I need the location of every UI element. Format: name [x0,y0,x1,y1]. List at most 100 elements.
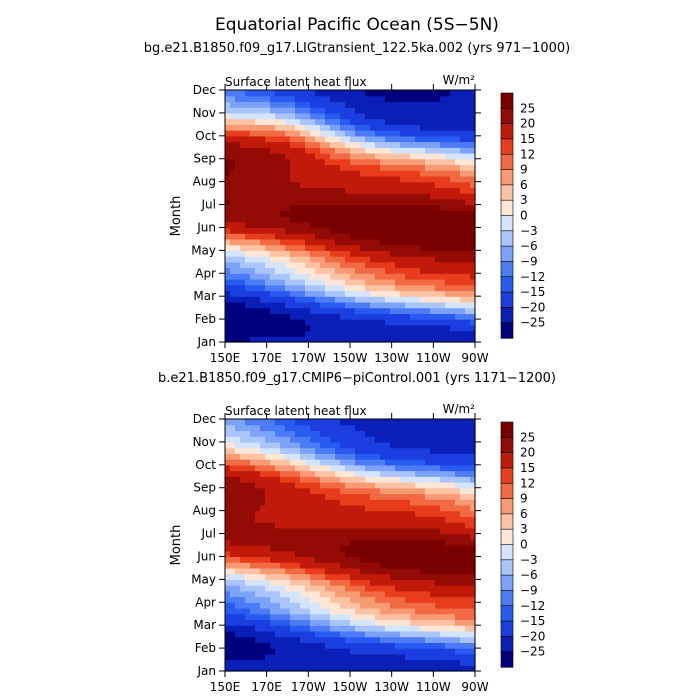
heatmap-cell [430,107,436,114]
heatmap-cell [405,330,411,337]
heatmap-cell [275,124,281,131]
heatmap-cell [410,175,416,183]
heatmap-cell [425,261,431,269]
heatmap-cell [300,216,306,223]
heatmap-cell [425,153,431,160]
heatmap-cell [320,522,326,529]
heatmap-cell [230,296,236,303]
heatmap-cell [310,476,316,483]
heatmap-cell [455,510,461,517]
heatmap-cell [230,613,236,621]
heatmap-cell [380,504,386,512]
heatmap-cell [300,107,306,114]
heatmap-cell [450,261,456,269]
heatmap-cell [355,510,361,517]
heatmap-cell [405,124,411,131]
heatmap-cell [265,261,271,269]
heatmap-cell [345,665,351,672]
heatmap-cell [300,424,306,432]
heatmap-cell [370,504,376,512]
heatmap-cell [240,539,246,546]
heatmap-cell [425,170,431,177]
heatmap-cell [280,130,286,137]
heatmap-cell [260,244,266,251]
heatmap-cell [230,244,236,251]
heatmap-cell [340,204,346,211]
heatmap-cell [310,238,316,246]
colorbar-swatch [500,276,514,293]
heatmap-cell [325,307,331,314]
heatmap-cell [360,424,366,432]
heatmap-cell [400,516,406,523]
heatmap-cell [415,319,421,326]
heatmap-cell [230,533,236,540]
heatmap-cell [240,301,246,309]
heatmap-cell [435,648,441,655]
heatmap-cell [390,499,396,506]
heatmap-cell [375,124,381,131]
heatmap-cell [260,522,266,529]
panel-1: bg.e21.B1850.f09_g17.LIGtransient_122.5k… [144,41,570,365]
heatmap-cell [265,187,271,194]
heatmap-cell [370,482,376,489]
heatmap-cell [470,441,476,449]
heatmap-cell [425,336,431,343]
heatmap-cell [350,319,356,326]
heatmap-cell [255,516,261,523]
heatmap-cell [325,221,331,229]
heatmap-cell [355,210,361,217]
heatmap-cell [355,227,361,234]
heatmap-cell [430,516,436,523]
heatmap-cell [410,330,416,337]
heatmap-cell [420,290,426,297]
colorbar-label: 6 [520,507,528,521]
heatmap-cell [290,164,296,171]
heatmap-cell [250,233,256,240]
heatmap-cell [255,210,261,217]
heatmap-cell [425,487,431,495]
heatmap-cell [350,267,356,274]
heatmap-cell [255,453,261,460]
heatmap-cell [420,118,426,125]
heatmap-cell [255,573,261,580]
heatmap-cell [240,233,246,240]
heatmap-cell [300,441,306,449]
heatmap-cell [460,164,466,171]
heatmap-cell [260,319,266,326]
heatmap-cell [460,527,466,535]
heatmap-cell [460,613,466,621]
heatmap-cell [230,659,236,666]
heatmap-cell [280,545,286,552]
heatmap-cell [280,181,286,188]
heatmap-cell [275,665,281,672]
heatmap-cell [395,330,401,337]
heatmap-cell [380,130,386,137]
heatmap-cell [360,453,366,460]
heatmap-cell [245,596,251,603]
heatmap-cell [320,642,326,649]
colorbar-swatch [500,544,514,561]
heatmap-cell [355,516,361,523]
heatmap-cell [345,187,351,194]
heatmap-cell [330,256,336,263]
heatmap-cell [235,124,241,131]
heatmap-cell [455,279,461,286]
heatmap-cell [460,118,466,125]
heatmap-cell [325,261,331,269]
heatmap-cell [230,459,236,466]
heatmap-cell [315,301,321,309]
heatmap-cell [240,227,246,234]
heatmap-cell [410,579,416,586]
heatmap-cell [250,493,256,500]
heatmap-cell [455,256,461,263]
heatmap-cell [395,90,401,97]
heatmap-cell [470,430,476,437]
heatmap-cell [400,642,406,649]
heatmap-cell [295,630,301,638]
heatmap-cell [325,625,331,632]
heatmap-cell [350,101,356,108]
heatmap-cell [330,153,336,160]
heatmap-cell [295,636,301,643]
heatmap-cell [435,210,441,217]
heatmap-cell [410,290,416,297]
